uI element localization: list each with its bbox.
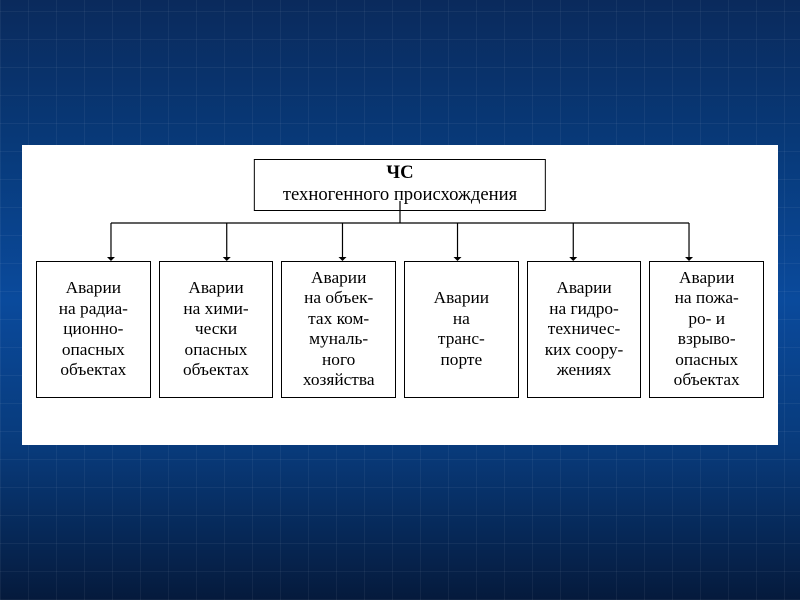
child-node-3: Аварии на объек- тах ком- муналь- ного х… <box>281 261 396 398</box>
child-node-6: Аварии на пожа- ро- и взрыво- опасных об… <box>649 261 764 398</box>
child-node-2: Аварии на хими- чески опасных объектах <box>159 261 274 398</box>
root-node: ЧС техногенного происхождения <box>254 159 546 211</box>
diagram-panel: ЧС техногенного происхождения Аварии на … <box>22 145 778 445</box>
child-node-5: Аварии на гидро- техничес- ких соору- же… <box>527 261 642 398</box>
root-subtitle: техногенного происхождения <box>283 184 517 206</box>
child-node-1: Аварии на радиа- ционно- опасных объекта… <box>36 261 151 398</box>
root-title: ЧС <box>283 162 517 184</box>
child-node-4: Аварии на транс- порте <box>404 261 519 398</box>
tree-diagram: ЧС техногенного происхождения Аварии на … <box>22 145 778 445</box>
children-row: Аварии на радиа- ционно- опасных объекта… <box>36 261 764 398</box>
